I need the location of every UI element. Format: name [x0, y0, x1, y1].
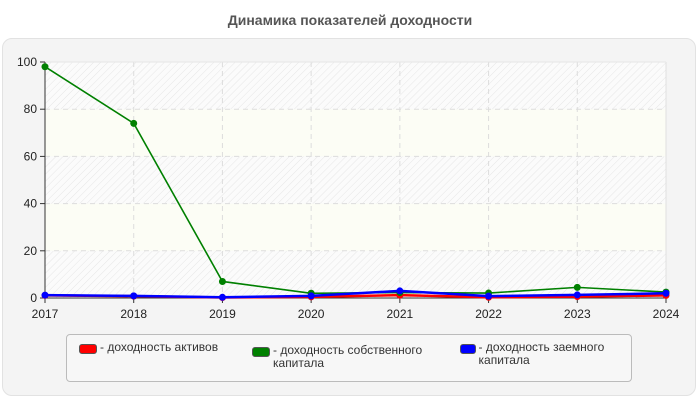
svg-text:2019: 2019 — [209, 307, 236, 321]
legend-label: - доходность заемного капитала — [478, 340, 605, 367]
svg-text:2023: 2023 — [564, 307, 591, 321]
svg-text:2018: 2018 — [120, 307, 147, 321]
legend-swatch-red — [79, 344, 97, 354]
svg-text:40: 40 — [24, 197, 38, 211]
svg-text:100: 100 — [17, 55, 37, 69]
grid-lines — [45, 61, 667, 298]
chart-title: Динамика показателей доходности — [227, 12, 473, 28]
svg-text:2017: 2017 — [32, 307, 59, 321]
svg-text:2024: 2024 — [653, 307, 680, 321]
svg-text:2022: 2022 — [475, 307, 502, 321]
svg-text:80: 80 — [24, 102, 38, 116]
svg-text:2020: 2020 — [298, 307, 325, 321]
axes: 0 20 40 60 80 100 2017 2018 2019 2020 2021 2022 2023… — [17, 55, 680, 321]
chart-legend: - доходность активов - доходность собств… — [66, 334, 632, 382]
svg-text:60: 60 — [24, 149, 38, 163]
legend-label: - доходность собственного капитала — [273, 343, 423, 370]
legend-label: - доходность активов — [100, 340, 219, 354]
plot-background — [45, 62, 666, 298]
svg-text:2021: 2021 — [387, 307, 414, 321]
svg-text:20: 20 — [24, 244, 38, 258]
legend-swatch-blue — [460, 344, 476, 354]
legend-swatch-green — [252, 347, 270, 357]
legend-item-assets: - доходность активов — [79, 341, 218, 354]
legend-item-equity: - доходность собственного капитала — [252, 344, 443, 370]
data-series — [41, 63, 670, 302]
legend-item-debt: - доходность заемного капитала — [460, 341, 631, 367]
svg-text:0: 0 — [30, 291, 37, 305]
